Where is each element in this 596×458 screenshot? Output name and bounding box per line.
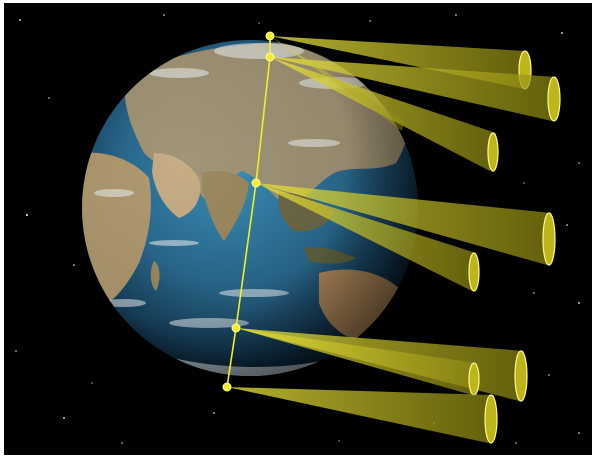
sensor-cone: [236, 328, 480, 396]
satellite-marker: [265, 31, 275, 41]
sensor-cone: [227, 387, 498, 444]
satellite-marker: [231, 323, 241, 333]
satellite-marker: [251, 178, 261, 188]
satellite-marker: [265, 52, 275, 62]
sensor-cone: [256, 183, 556, 266]
scene-graphic: [15, 14, 580, 444]
sensor-cones: [227, 36, 561, 444]
sensor-cone: [256, 183, 480, 292]
sensor-cone: [270, 36, 404, 131]
satellites: [222, 31, 275, 392]
space-scene: [4, 3, 592, 455]
earth-globe: [82, 40, 418, 376]
sensor-cone: [270, 57, 561, 122]
satellite-marker: [222, 382, 232, 392]
